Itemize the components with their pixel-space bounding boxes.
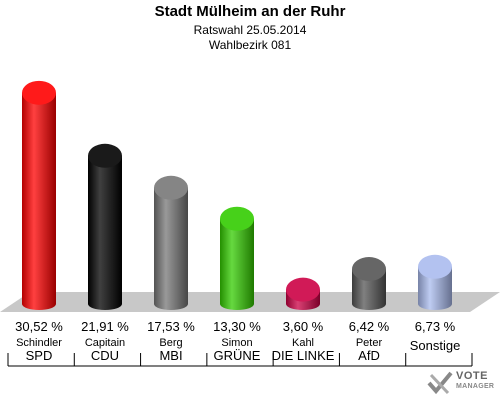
- party-label: GRÜNE: [213, 348, 261, 363]
- bar-cap: [22, 80, 56, 105]
- party-label: AfD: [358, 348, 380, 363]
- vote-manager-logo: VOTE MANAGER: [426, 368, 498, 398]
- bar-cdu: [88, 155, 122, 310]
- candidate-label: Peter: [355, 337, 383, 349]
- candidate-label: Capitain: [84, 337, 126, 349]
- value-label: 13,30 %: [213, 319, 261, 334]
- party-label: CDU: [90, 348, 120, 363]
- bar-sonstige: [418, 266, 452, 310]
- bar-cap: [88, 143, 122, 168]
- value-label: 30,52 %: [15, 319, 63, 334]
- bar-cap: [286, 277, 320, 302]
- chart-title: Stadt Mülheim an der Ruhr: [154, 3, 346, 20]
- value-label: 6,73 %: [414, 319, 456, 334]
- party-label: SPD: [25, 348, 53, 363]
- value-label: 21,91 %: [81, 319, 129, 334]
- bar-cap: [220, 206, 254, 231]
- party-label: MBI: [159, 348, 183, 363]
- value-label: 3,60 %: [282, 319, 324, 334]
- logo-line2: MANAGER: [456, 383, 495, 390]
- party-label: DIE LINKE: [271, 348, 335, 363]
- bar-mbi: [154, 187, 188, 310]
- bar-cap: [418, 254, 452, 279]
- logo-check-icon: [427, 371, 453, 395]
- value-label: 6,42 %: [348, 319, 390, 334]
- district-label: Wahlbezirk 081: [208, 38, 292, 52]
- bar-cap: [352, 257, 386, 282]
- candidate-label: Simon: [221, 337, 253, 349]
- value-label: 17,53 %: [147, 319, 195, 334]
- bar-spd: [22, 92, 56, 310]
- bar-cap: [154, 175, 188, 200]
- bar-gr-ne: [220, 218, 254, 310]
- candidate-label: Kahl: [291, 337, 315, 349]
- party-label: Sonstige: [409, 338, 461, 353]
- chart-subtitle: Ratswahl 25.05.2014: [193, 23, 307, 37]
- candidate-label: Berg: [159, 337, 183, 349]
- logo-line1: VOTE: [456, 370, 488, 382]
- candidate-label: Schindler: [16, 337, 62, 349]
